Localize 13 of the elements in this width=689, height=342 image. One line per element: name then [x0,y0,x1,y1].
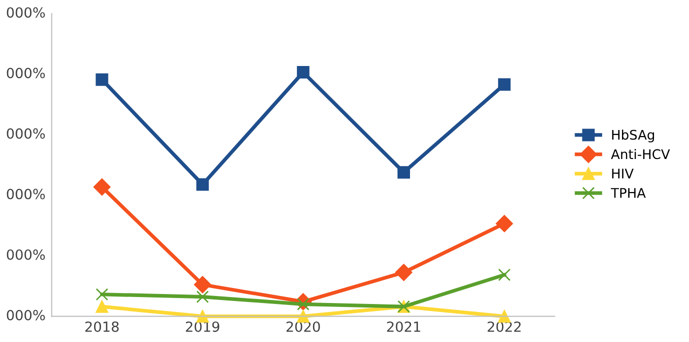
legend-label: HbSAg [612,130,654,142]
text: 000% [6,249,45,260]
text: 000% [6,188,45,200]
text: 000% [6,7,45,18]
x-tick-label: 2019 [186,321,220,332]
legend-label: TPHA [610,188,646,198]
text: 000% [6,310,45,320]
x-tick-label: 2021 [387,321,420,332]
x-tick-label: 2018 [85,321,119,332]
legend-label: Anti-HCV [610,148,670,160]
text: 000% [6,128,45,139]
legend-label: HIV [612,168,634,178]
text: 000% [6,68,45,78]
